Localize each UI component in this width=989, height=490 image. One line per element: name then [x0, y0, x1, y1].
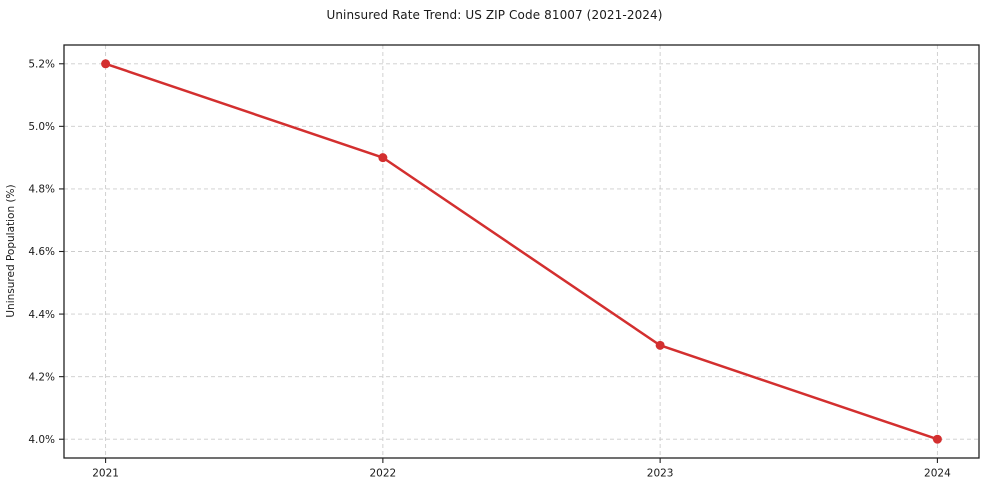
y-tick-label: 5.0% [28, 121, 55, 133]
gridlines [64, 45, 979, 458]
y-tick-label: 5.2% [28, 58, 55, 70]
data-point-marker [932, 434, 942, 444]
x-tick-label: 2022 [369, 468, 396, 480]
y-axis-label: Uninsured Population (%) [5, 184, 17, 317]
y-tick-label: 4.0% [28, 434, 55, 446]
axis-ticks [59, 63, 938, 463]
y-tick-label: 4.6% [28, 246, 55, 258]
x-tick-label: 2023 [647, 468, 674, 480]
y-tick-label: 4.2% [28, 371, 55, 383]
data-point-marker [101, 59, 111, 69]
data-series [101, 59, 942, 444]
x-tick-label: 2021 [92, 468, 119, 480]
y-tick-label: 4.8% [28, 184, 55, 196]
y-tick-label: 4.4% [28, 309, 55, 321]
chart-title: Uninsured Rate Trend: US ZIP Code 81007 … [326, 8, 663, 22]
trend-line [104, 62, 939, 441]
x-tick-label: 2024 [924, 468, 951, 480]
data-point-marker [655, 340, 665, 350]
axis-tick-labels: 4.0% 4.2% 4.4% 4.6% 4.8% 5.0% 5.2% 2021 2022 2023… [28, 58, 951, 479]
plot-border [63, 44, 980, 459]
data-point-marker [378, 153, 388, 163]
plot-border-box [63, 44, 980, 459]
